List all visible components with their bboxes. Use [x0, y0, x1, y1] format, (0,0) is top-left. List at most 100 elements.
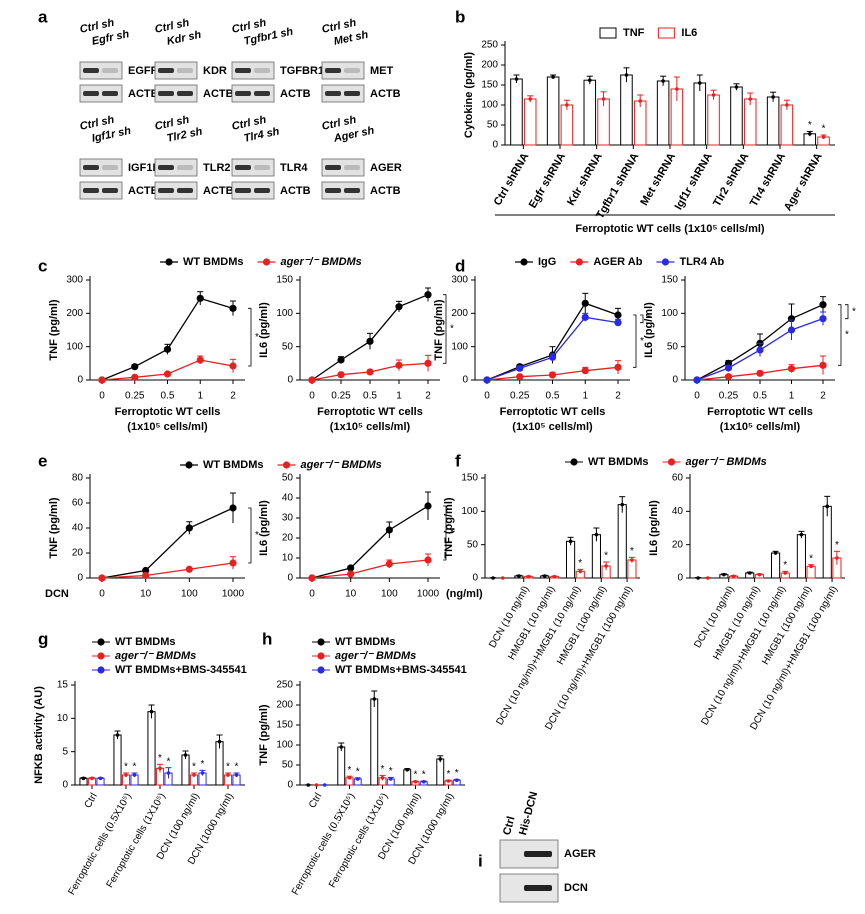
x-tick-label: Ferroptotic cells (0.5X10⁵): [66, 791, 133, 897]
x-tick-label: Ager shRNA: [782, 151, 825, 213]
bar-dot: [81, 776, 86, 781]
y-tick-label: 0: [287, 375, 293, 386]
x-tick-label: 0.25: [719, 391, 739, 402]
band: [254, 68, 270, 73]
marker: [337, 356, 345, 364]
marker: [581, 313, 589, 321]
y-tick-label: 50: [282, 473, 294, 484]
x-tick-label: 0.5: [753, 391, 767, 402]
bar-dot: [551, 75, 555, 79]
significance-bracket: [248, 307, 252, 367]
significance: *: [578, 558, 582, 569]
bar-dot: [785, 103, 789, 107]
significance: *: [389, 766, 393, 777]
y-tick-label: 200: [451, 308, 468, 319]
bar: [523, 98, 537, 146]
bar-dot: [809, 564, 813, 569]
band: [102, 165, 118, 170]
marker: [229, 504, 237, 512]
blot: [154, 84, 198, 103]
y-tick-label: 0: [62, 780, 68, 791]
legend-label: WT BMDMs: [588, 456, 649, 468]
legend-swatch: [599, 27, 617, 39]
bar-dot: [747, 571, 752, 575]
y-axis-label: TNF (pg/ml): [443, 497, 455, 558]
y-tick-label: 20: [672, 539, 684, 550]
marker: [229, 559, 237, 567]
bar-dot: [587, 78, 592, 82]
marker: [424, 359, 432, 367]
marker: [395, 361, 403, 369]
legend-label: ager⁻/⁻ BMDMs: [115, 650, 196, 662]
significance: *: [604, 551, 608, 562]
bar-dot: [542, 574, 547, 578]
blot: [321, 61, 365, 80]
significance: *: [835, 540, 839, 551]
marker: [337, 371, 345, 379]
band: [177, 165, 193, 170]
bar: [822, 505, 832, 579]
bar-dot: [835, 556, 839, 560]
legend-label: WT BMDMs: [183, 256, 244, 268]
bar-dot: [355, 777, 360, 781]
y-tick-label: 150: [461, 473, 478, 484]
blot: [154, 158, 198, 177]
significance: *: [808, 120, 812, 131]
marker: [196, 294, 204, 302]
y-tick-label: 150: [661, 275, 678, 286]
bar-dot: [183, 753, 188, 757]
marker: [366, 368, 374, 376]
x-tick-label: 0: [484, 391, 490, 402]
significance: *: [255, 332, 259, 343]
marker: [614, 319, 622, 327]
bar-dot: [594, 532, 599, 537]
legend-marker: [165, 258, 173, 266]
bar: [337, 746, 346, 786]
x-axis-label: Ferroptotic WT cells: [317, 406, 423, 418]
marker: [366, 337, 374, 345]
y-axis-label: TNF (pg/ml): [433, 299, 445, 360]
band: [83, 165, 99, 170]
y-axis-label: IL6 (pg/ml): [643, 302, 655, 358]
band: [83, 68, 99, 73]
y-tick-label: 250: [276, 680, 293, 691]
x-tick-label: 2: [230, 391, 236, 402]
marker: [787, 365, 796, 373]
marker: [308, 574, 316, 582]
y-tick-label: 200: [276, 700, 293, 711]
x-tick-label: 0: [309, 391, 315, 402]
bar: [796, 534, 806, 579]
legend-label: ager⁻/⁻ BMDMs: [301, 459, 382, 471]
marker: [819, 301, 827, 309]
y-tick-label: 50: [667, 341, 679, 352]
legend-label: AGER Ab: [593, 256, 642, 268]
significance: *: [783, 560, 787, 571]
band: [325, 165, 341, 170]
panel-letter: d: [455, 256, 465, 275]
bar-dot: [526, 574, 531, 579]
bar-dot: [825, 504, 830, 509]
marker: [756, 369, 764, 377]
y-axis-label: IL6 (pg/ml): [258, 500, 270, 556]
y-tick-label: 150: [481, 80, 498, 91]
band: [177, 68, 193, 73]
band: [524, 885, 552, 891]
panel-letter: i: [478, 851, 483, 870]
bar-dot: [731, 574, 736, 579]
bar: [510, 78, 523, 146]
marker: [229, 362, 237, 370]
marker: [424, 502, 432, 510]
band: [254, 188, 270, 193]
blot: [321, 181, 365, 200]
y-tick-label: 10: [282, 553, 294, 564]
legend-marker: [317, 652, 325, 660]
x-axis-label: (ng/ml): [446, 588, 483, 600]
marker: [516, 373, 524, 381]
blot-target: TGFBR1: [280, 65, 324, 77]
legend-marker: [317, 638, 325, 646]
significance: *: [226, 762, 230, 773]
y-axis-label: TNF (pg/ml): [48, 299, 60, 360]
significance: *: [381, 764, 385, 775]
marker: [385, 526, 393, 534]
blot-target: ACTB: [370, 88, 401, 100]
